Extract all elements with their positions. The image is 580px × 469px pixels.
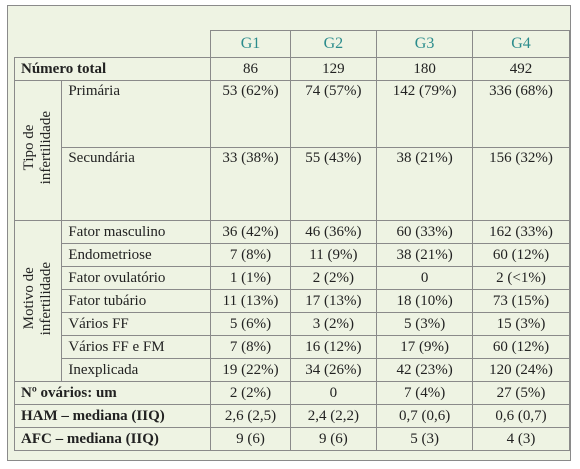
group-row: Fator ovulatório 1 (1%) 2 (2%) 0 2 (<1%) [15, 266, 571, 290]
value-cell: 2 (2%) [289, 266, 378, 290]
value-cell: 60 (33%) [376, 220, 473, 244]
value-cell: 11 (9%) [289, 243, 378, 267]
value-cell: 33 (38%) [210, 147, 291, 221]
value-cell: 5 (6%) [210, 312, 291, 336]
group-row: Endometriose 7 (8%) 11 (9%) 38 (21%) 60 (12%… [15, 243, 571, 267]
row-label: Fator tubário [61, 289, 212, 313]
value-cell: 156 (32%) [471, 147, 571, 221]
value-cell: 2,4 (2,2) [289, 404, 378, 428]
group-row: Vários FF e FM 7 (8%) 16 (12%) 17 (9%) 60 (1… [15, 335, 571, 359]
row-label: Secundária [61, 147, 212, 221]
row-label: AFC – mediana (IIQ) [13, 427, 212, 451]
value-cell: 16 (12%) [289, 335, 378, 359]
value-cell: 53 (62%) [210, 80, 291, 148]
row-label: HAM – mediana (IIQ) [13, 404, 212, 428]
value-cell: 162 (33%) [471, 220, 571, 244]
value-cell: 2 (2%) [210, 381, 291, 405]
value-cell: 142 (79%) [376, 80, 473, 148]
footer-row: HAM – mediana (IIQ) 2,6 (2,5) 2,4 (2,2) 0,7… [13, 404, 571, 428]
footer-row: AFC – mediana (IIQ) 9 (6) 9 (6) 5 (3) 4 (3) [13, 427, 571, 451]
row-label: Vários FF e FM [61, 335, 212, 359]
row-label: Nº ovários: um [13, 381, 212, 405]
value-cell: 3 (2%) [289, 312, 378, 336]
group-label: Motivo de infertilidade [21, 262, 55, 335]
value-cell: 46 (36%) [289, 220, 378, 244]
group-label-line: infertilidade [38, 111, 55, 185]
value-cell: 15 (3%) [471, 312, 571, 336]
column-header: G3 [376, 30, 473, 58]
value-cell: 17 (13%) [289, 289, 378, 313]
value-cell: 5 (3) [376, 427, 473, 451]
value-cell: 5 (3%) [376, 312, 473, 336]
value-cell: 7 (8%) [210, 243, 291, 267]
footer-row: Nº ovários: um 2 (2%) 0 7 (4%) 27 (5%) [13, 381, 571, 405]
group-label-line: Tipo de [21, 125, 38, 171]
column-header: G2 [289, 30, 378, 58]
value-cell: 74 (57%) [289, 80, 378, 148]
group-label: Tipo de infertilidade [21, 111, 55, 184]
group-row: Tipo de infertilidade Primária 53 (62%) 74 (… [13, 80, 571, 221]
value-cell: 86 [210, 57, 291, 81]
value-cell: 9 (6) [210, 427, 291, 451]
group-row: Secundária 33 (38%) 55 (43%) 38 (21%) 156 (3… [15, 147, 571, 221]
value-cell: 7 (4%) [376, 381, 473, 405]
column-header: G4 [471, 30, 571, 58]
value-cell: 0,7 (0,6) [376, 404, 473, 428]
value-cell: 73 (15%) [471, 289, 571, 313]
row-label: Primária [61, 80, 212, 148]
value-cell: 0 [376, 266, 473, 290]
value-cell: 60 (12%) [471, 243, 571, 267]
value-cell: 27 (5%) [471, 381, 571, 405]
value-cell: 18 (10%) [376, 289, 473, 313]
value-cell: 19 (22%) [210, 358, 291, 382]
value-cell: 55 (43%) [289, 147, 378, 221]
row-label: Número total [13, 57, 212, 81]
value-cell: 9 (6) [289, 427, 378, 451]
row-label: Endometriose [61, 243, 212, 267]
row-label: Fator masculino [61, 220, 212, 244]
value-cell: 38 (21%) [376, 147, 473, 221]
value-cell: 42 (23%) [376, 358, 473, 382]
blank-cell [14, 30, 212, 58]
row-label: Fator ovulatório [61, 266, 212, 290]
value-cell: 7 (8%) [210, 335, 291, 359]
value-cell: 17 (9%) [376, 335, 473, 359]
header-row: G1 G2 G3 G4 [14, 30, 571, 58]
value-cell: 11 (13%) [210, 289, 291, 313]
value-cell: 38 (21%) [376, 243, 473, 267]
data-table: G1 G2 G3 G4 Número total 86 129 180 492 Tipo de in… [13, 30, 571, 451]
group-label-line: infertilidade [38, 261, 55, 336]
group-row: Inexplicada 19 (22%) 34 (26%) 42 (23%) 120 (… [15, 358, 571, 382]
value-cell: 60 (12%) [471, 335, 571, 359]
group-label-cell: Motivo de infertilidade [13, 220, 63, 382]
value-cell: 180 [376, 57, 473, 81]
group-row: Vários FF 5 (6%) 3 (2%) 5 (3%) 15 (3%) [15, 312, 571, 336]
value-cell: 1 (1%) [210, 266, 291, 290]
value-cell: 2 (<1%) [471, 266, 571, 290]
group-row: Fator tubário 11 (13%) 17 (13%) 18 (10%) 73 … [15, 289, 571, 313]
group-row: Motivo de infertilidade Fator masculino 36 … [13, 220, 571, 382]
value-cell: 4 (3) [471, 427, 571, 451]
value-cell: 129 [289, 57, 378, 81]
value-cell: 0 [289, 381, 378, 405]
value-cell: 36 (42%) [210, 220, 291, 244]
value-cell: 336 (68%) [471, 80, 571, 148]
total-row: Número total 86 129 180 492 [13, 57, 571, 81]
table-frame: G1 G2 G3 G4 Número total 86 129 180 492 Tipo de in… [7, 5, 571, 461]
group-label-cell: Tipo de infertilidade [13, 80, 63, 221]
row-label: Inexplicada [61, 358, 212, 382]
column-header: G1 [210, 30, 291, 58]
value-cell: 0,6 (0,7) [471, 404, 571, 428]
value-cell: 2,6 (2,5) [210, 404, 291, 428]
value-cell: 120 (24%) [471, 358, 571, 382]
value-cell: 492 [471, 57, 571, 81]
value-cell: 34 (26%) [289, 358, 378, 382]
group-label-line: Motivo de [21, 267, 38, 330]
row-label: Vários FF [61, 312, 212, 336]
